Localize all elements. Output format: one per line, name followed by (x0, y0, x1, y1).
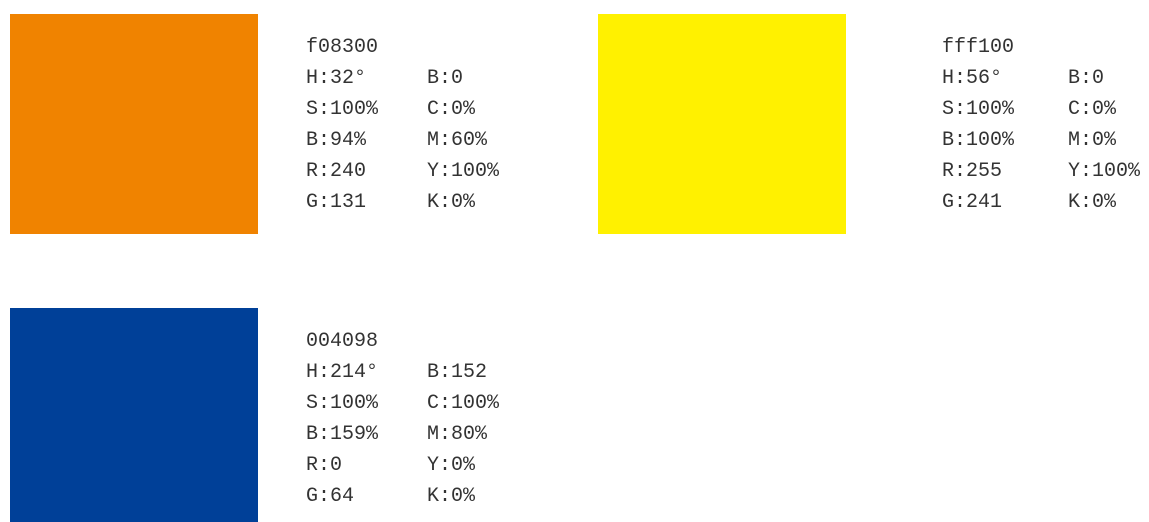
color-value: B:159% (306, 423, 379, 446)
color-value: Y:100% (1068, 160, 1141, 183)
hex-code: f08300 (306, 36, 379, 59)
color-value: M:0% (1068, 129, 1117, 152)
color-value: H:32° (306, 67, 367, 90)
color-value: B:0 (427, 67, 464, 90)
color-swatch (598, 14, 846, 234)
color-value: G:64 (306, 485, 355, 508)
color-value: G:241 (942, 191, 1003, 214)
color-value: Y:100% (427, 160, 500, 183)
color-value: R:255 (942, 160, 1003, 183)
hex-code: 004098 (306, 330, 379, 353)
color-value: B:94% (306, 129, 367, 152)
color-value: Y:0% (427, 454, 476, 477)
color-value: B:152 (427, 361, 488, 384)
color-value: G:131 (306, 191, 367, 214)
color-value: M:80% (427, 423, 488, 446)
color-value: B:100% (942, 129, 1015, 152)
color-value: C:0% (427, 98, 476, 121)
color-value: S:100% (306, 98, 379, 121)
color-value: K:0% (427, 485, 476, 508)
color-value: R:240 (306, 160, 367, 183)
color-value: B:0 (1068, 67, 1105, 90)
color-value: C:100% (427, 392, 500, 415)
hex-code: fff100 (942, 36, 1015, 59)
color-swatch (10, 14, 258, 234)
color-value: K:0% (427, 191, 476, 214)
color-value: H:214° (306, 361, 379, 384)
color-value: S:100% (942, 98, 1015, 121)
color-value: M:60% (427, 129, 488, 152)
color-value: H:56° (942, 67, 1003, 90)
color-value: R:0 (306, 454, 343, 477)
color-value: C:0% (1068, 98, 1117, 121)
color-value: K:0% (1068, 191, 1117, 214)
color-value: S:100% (306, 392, 379, 415)
color-swatch (10, 308, 258, 522)
